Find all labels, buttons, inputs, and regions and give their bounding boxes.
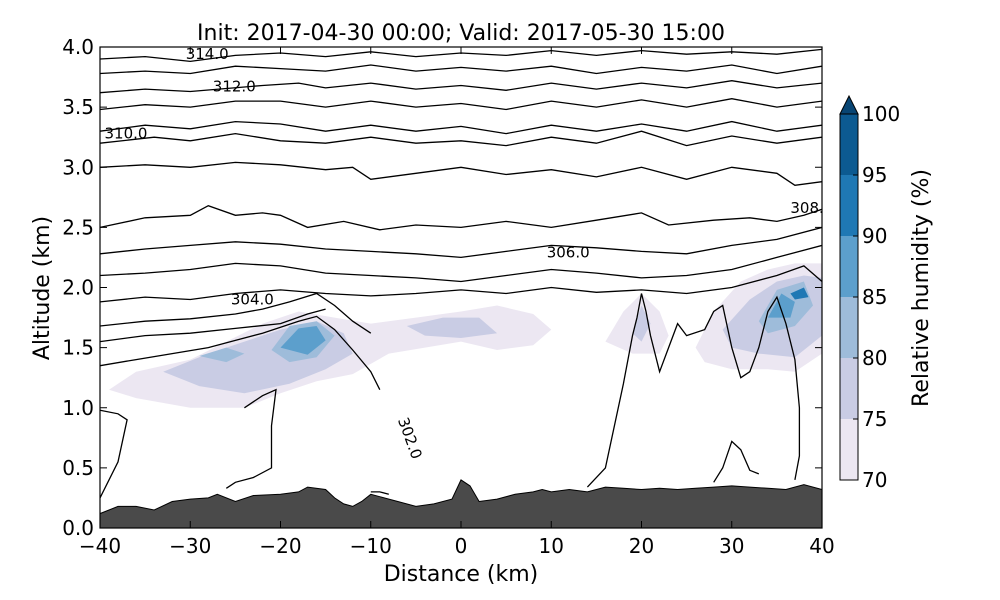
colorbar-tick-label-3: 85 (862, 285, 887, 309)
y-tick-label-8: 4.0 (62, 35, 94, 59)
y-axis: 0.0 0.5 1.0 1.5 2.0 2.5 3.0 3.5 4.0 (62, 35, 822, 540)
contour-line-3 (100, 98, 822, 111)
plot-area: 314.0 312.0 310.0 308. 306.0 304.0 302.0 (100, 45, 823, 528)
y-axis-label: Altitude (km) (30, 216, 55, 360)
contour-line-18 (713, 440, 760, 483)
contour-line-17 (586, 293, 801, 488)
y-tick-label-5: 2.5 (62, 215, 94, 239)
humidity-region-7 (199, 347, 245, 363)
contour-label-4: 306.0 (547, 243, 590, 261)
contour-line-15 (225, 388, 277, 489)
contour-line-5 (100, 130, 822, 147)
y-tick-label-7: 3.5 (62, 95, 94, 119)
colorbar-tick-label-4: 90 (862, 224, 887, 248)
contour-label-1: 312.0 (213, 78, 256, 96)
y-tick-label-1: 0.5 (62, 456, 94, 480)
humidity-region-6 (632, 305, 651, 342)
contour-line-14 (100, 409, 128, 499)
x-tick-label-3: −10 (350, 534, 392, 558)
contour-line-13 (100, 315, 381, 390)
colorbar-tick-label-2: 80 (862, 346, 887, 370)
humidity-region-12 (790, 287, 809, 300)
contour-line-16 (370, 491, 389, 495)
colorbar-bin-3 (840, 236, 858, 297)
x-tick-label-1: −30 (169, 534, 211, 558)
terrain (100, 479, 822, 528)
colorbar-tick-label-0: 70 (862, 468, 887, 492)
colorbar-bin-2 (840, 297, 858, 358)
contour-line-1 (100, 64, 822, 75)
x-tick-label-5: 10 (539, 534, 564, 558)
humidity-region-10 (280, 326, 326, 355)
x-tick-label-7: 30 (719, 534, 744, 558)
humidity-region-4 (406, 317, 498, 338)
colorbar-bin-4 (840, 175, 858, 236)
contour-line-7 (100, 204, 822, 231)
contour-line-11 (100, 292, 372, 334)
colorbar-bin-5 (840, 114, 858, 175)
contour-label-3: 308. (790, 199, 823, 217)
x-tick-label-8: 40 (809, 534, 834, 558)
terrain-layer (100, 479, 822, 528)
contour-line-9 (100, 244, 822, 283)
colorbar-tick-label-1: 75 (862, 407, 887, 431)
contour-line-4 (100, 120, 822, 135)
y-tick-label-0: 0.0 (62, 516, 94, 540)
plot-frame (99, 46, 823, 529)
x-axis-label: Distance (km) (384, 562, 539, 587)
contour-line-6 (100, 161, 822, 186)
colorbar-bin-1 (840, 358, 858, 419)
colorbar-bin-0 (840, 419, 858, 480)
contour-label-6: 302.0 (394, 415, 426, 462)
x-tick-label-6: 20 (629, 534, 654, 558)
y-tick-label-3: 1.5 (62, 336, 94, 360)
colorbar-tick-label-5: 95 (862, 163, 887, 187)
contour-label-0: 314.0 (186, 45, 229, 63)
x-tick-label-4: 0 (455, 534, 468, 558)
humidity-fill-layer (109, 263, 822, 408)
contour-label-5: 304.0 (231, 290, 274, 308)
colorbar-label: Relative humidity (%) (909, 169, 934, 407)
chart-title: Init: 2017-04-30 00:00; Valid: 2017-05-3… (197, 21, 725, 46)
theta-contour-layer (100, 48, 822, 499)
contour-line-2 (100, 80, 822, 94)
contour-line-10 (100, 265, 822, 303)
humidity-region-11 (767, 293, 795, 318)
y-tick-label-4: 2.0 (62, 276, 94, 300)
colorbar-tick-label-6: 100 (862, 102, 900, 126)
contour-line-8 (100, 226, 822, 259)
x-tick-label-0: −40 (79, 534, 121, 558)
x-tick-label-2: −20 (259, 534, 301, 558)
contour-label-2: 310.0 (105, 124, 148, 142)
y-tick-label-6: 3.0 (62, 155, 94, 179)
colorbar-extend-arrow (839, 94, 859, 115)
y-tick-label-2: 1.0 (62, 396, 94, 420)
colorbar: 70 75 80 85 90 95 100 (839, 94, 900, 492)
x-axis: −40 −30 −20 −10 0 10 20 30 40 (79, 47, 835, 558)
contour-line-12 (100, 308, 326, 343)
